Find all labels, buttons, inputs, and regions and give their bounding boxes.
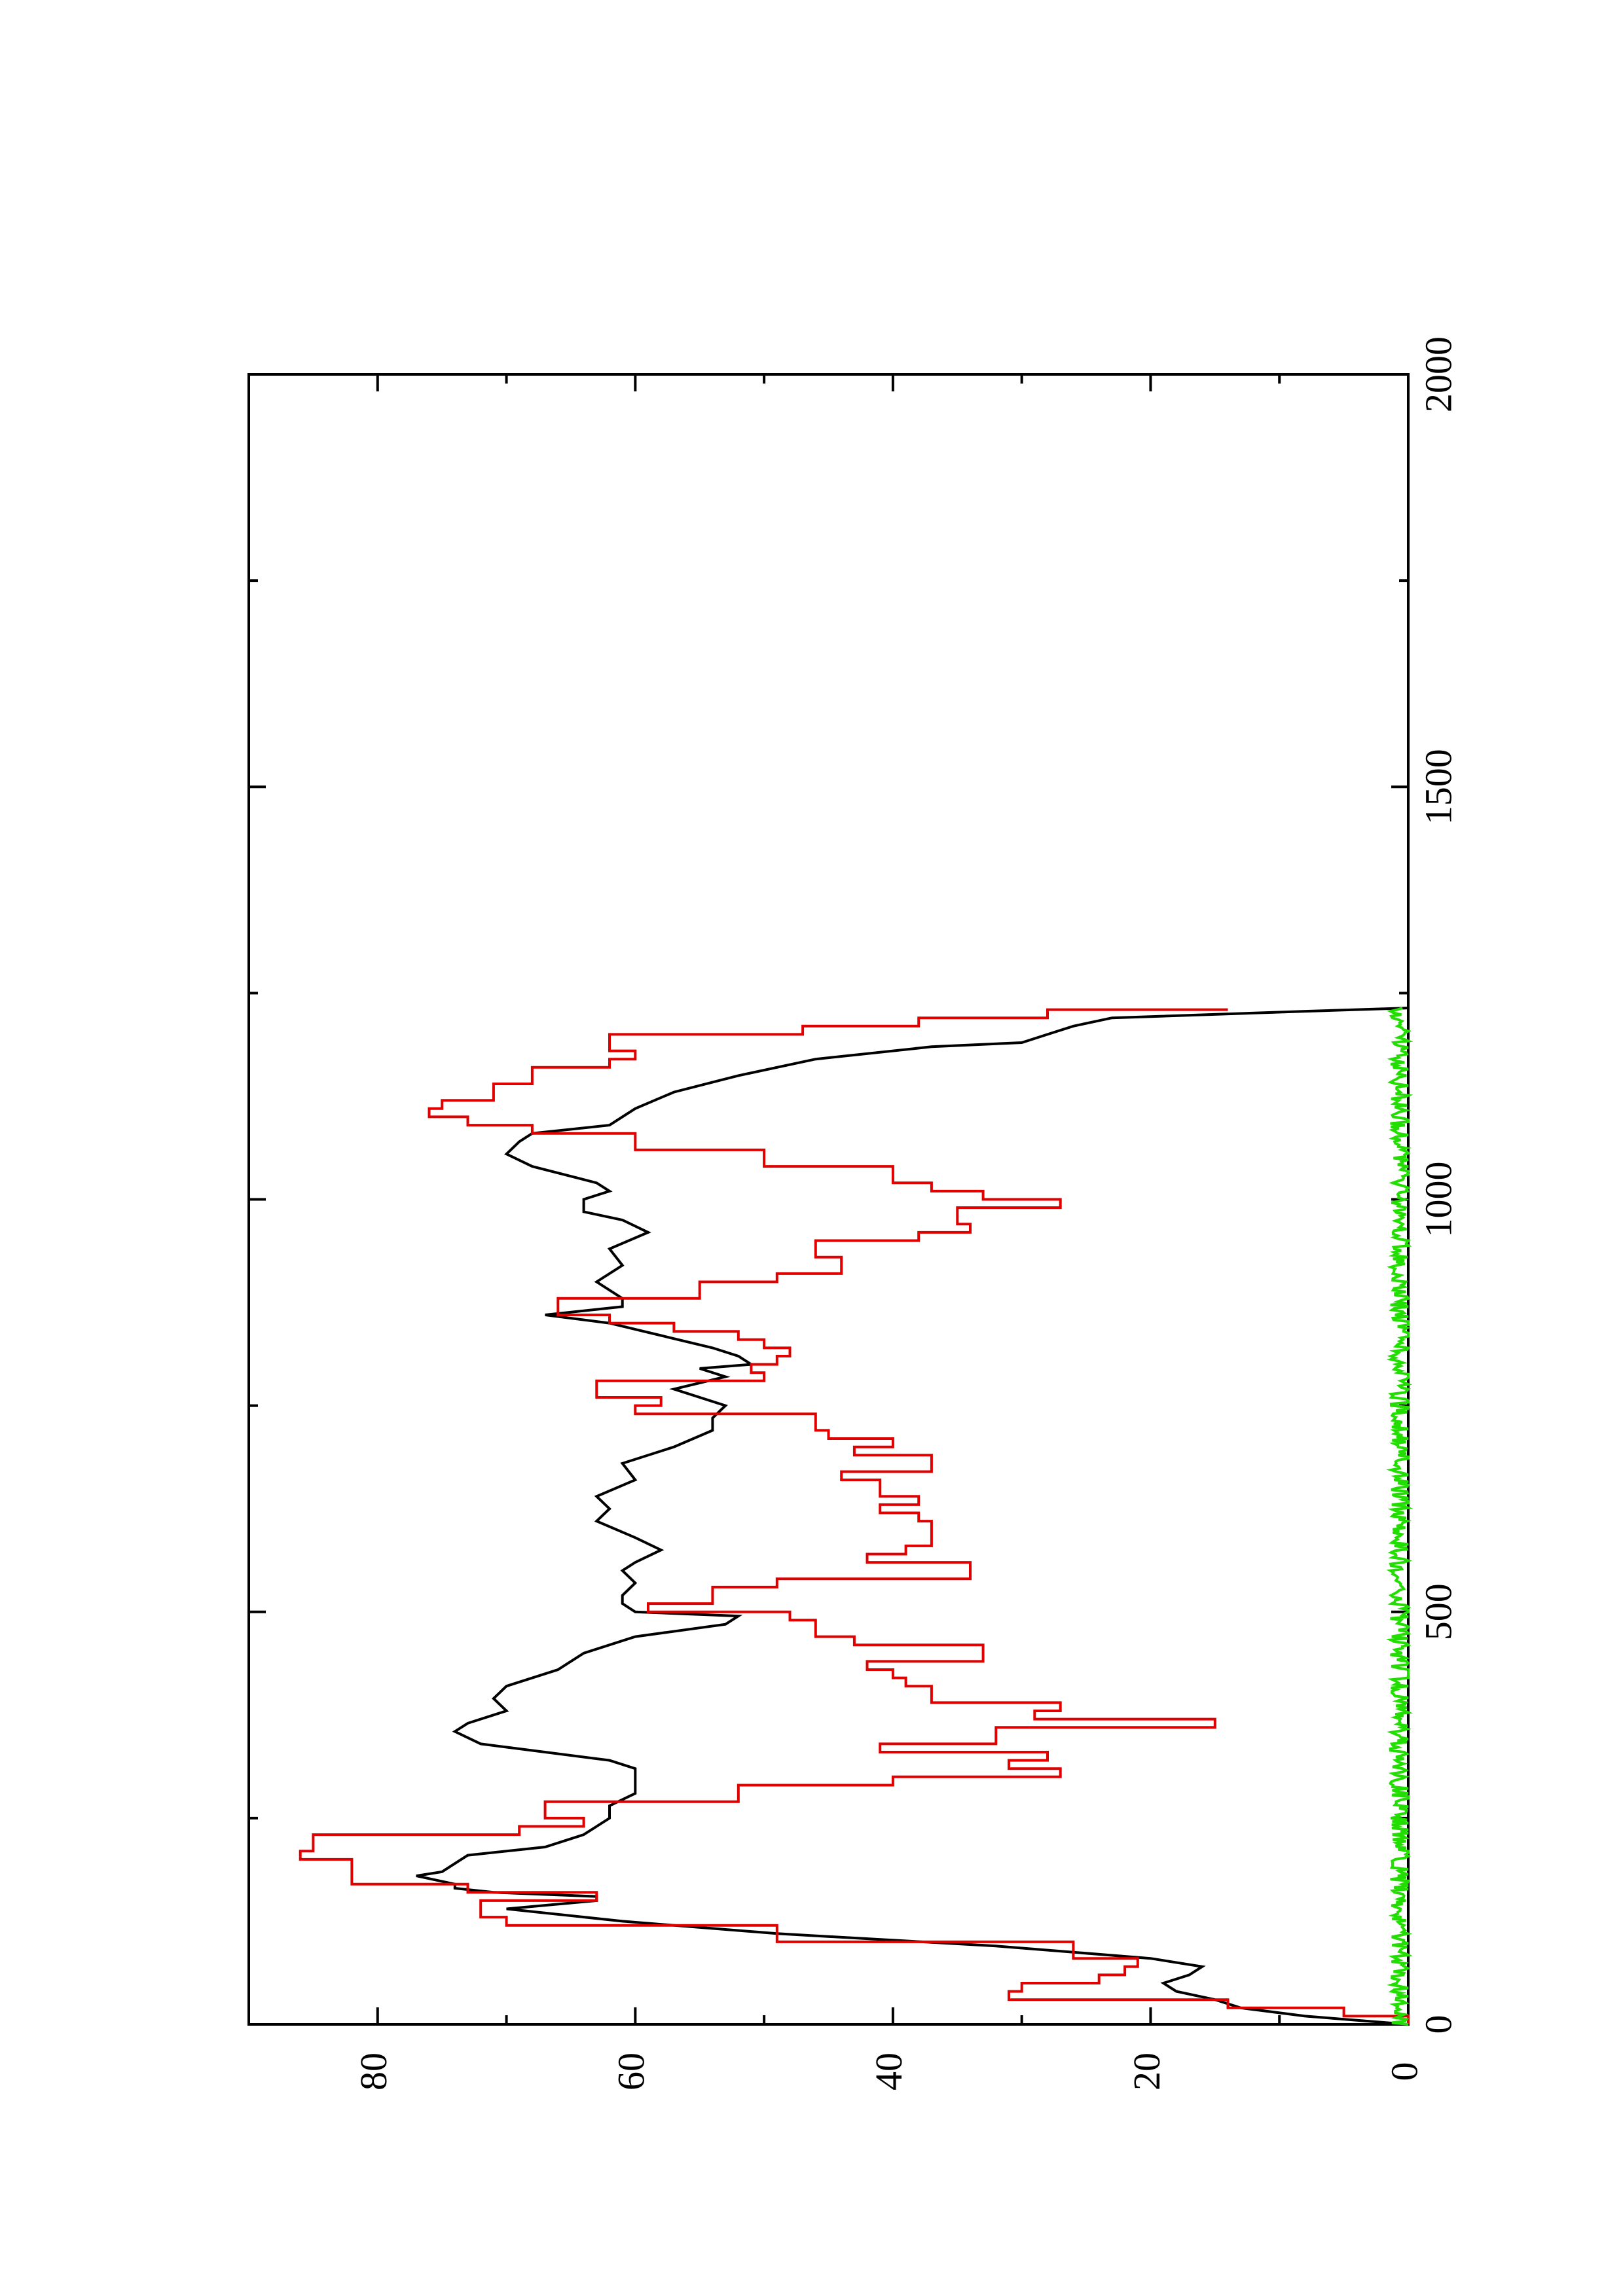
y-tick-label: 80 [352, 2053, 395, 2090]
x-tick-label: 0 [1417, 2015, 1459, 2034]
y-tick-label: 0 [1383, 2062, 1425, 2081]
y-tick-label: 60 [610, 2053, 653, 2090]
series-line-1 [416, 1007, 1409, 2026]
x-tick-label: 1000 [1417, 1162, 1459, 1238]
y-tick-label: 20 [1125, 2053, 1168, 2090]
series-layer [299, 1007, 1413, 2026]
axis-ticks [249, 373, 1410, 2026]
plot-frame [247, 373, 1410, 2026]
x-tick-label: 1500 [1417, 749, 1459, 825]
series-line-3 [1385, 1007, 1413, 2026]
x-tick-label: 500 [1417, 1583, 1459, 1640]
series-line-2 [299, 1008, 1410, 2024]
axis-tick-labels: 0 500 1000 1500 2000 0 20 40 60 80 [352, 336, 1459, 2090]
x-tick-label: 2000 [1417, 336, 1459, 412]
y-tick-label: 40 [867, 2053, 910, 2090]
